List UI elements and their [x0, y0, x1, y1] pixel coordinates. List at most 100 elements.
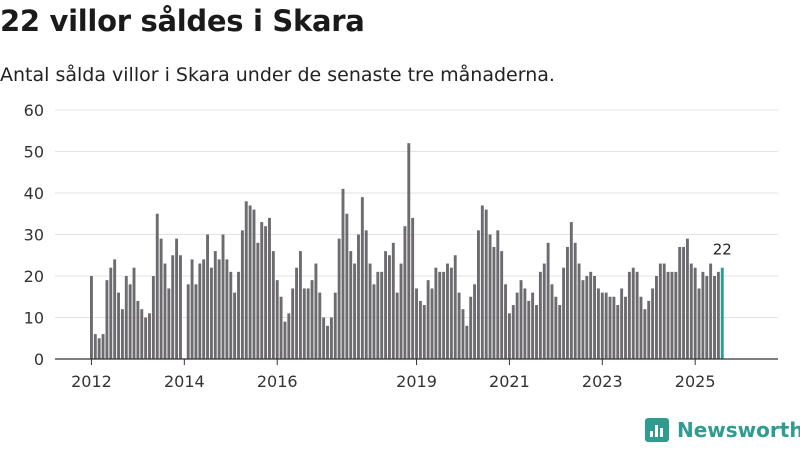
bar [186, 284, 190, 359]
bar [558, 305, 562, 359]
y-tick-label: 30 [24, 226, 44, 245]
bar [701, 271, 705, 359]
y-tick-label: 10 [24, 309, 44, 328]
bar [155, 213, 159, 359]
bar [233, 292, 237, 359]
bar [577, 263, 581, 359]
bar [480, 205, 484, 359]
bar [627, 271, 631, 359]
bar [515, 292, 519, 359]
bar [488, 234, 492, 359]
y-tick-label: 40 [24, 184, 44, 203]
bar [546, 242, 550, 359]
bar [353, 263, 357, 359]
bar [407, 143, 411, 359]
bar [213, 251, 217, 359]
bar [449, 267, 453, 359]
chart-subtitle: Antal sålda villor i Skara under de sena… [0, 64, 555, 86]
bar [720, 267, 724, 359]
bar [678, 246, 682, 359]
bar [209, 267, 213, 359]
bar [190, 259, 194, 359]
bar [380, 271, 384, 359]
bar [446, 263, 449, 359]
x-tick-label: 2012 [71, 372, 112, 391]
x-tick-label: 2023 [582, 372, 623, 391]
x-tick-label: 2016 [257, 372, 298, 391]
bar [403, 226, 407, 359]
bar [477, 230, 480, 359]
x-tick-label: 2025 [675, 372, 716, 391]
bar [484, 209, 488, 359]
bar [631, 267, 635, 359]
bar [399, 263, 403, 359]
bar [120, 309, 124, 359]
bar [616, 305, 620, 359]
bar [685, 238, 689, 359]
bar [295, 267, 299, 359]
chart-title: 22 villor såldes i Skara [0, 4, 365, 38]
bar [175, 238, 179, 359]
bar [387, 255, 391, 359]
y-tick-label: 50 [24, 143, 44, 162]
bar [194, 284, 198, 359]
bar [202, 259, 206, 359]
bar [198, 263, 202, 359]
bar [97, 338, 101, 359]
bar [453, 255, 457, 359]
bar [314, 263, 318, 359]
bar [705, 276, 709, 359]
bar [287, 313, 291, 359]
bar [326, 325, 329, 359]
bar [504, 284, 507, 359]
bar [430, 288, 434, 359]
bar [151, 276, 155, 359]
bar [426, 280, 430, 359]
bar [113, 259, 117, 359]
bar [391, 242, 395, 359]
bar [240, 230, 244, 359]
bar [128, 284, 132, 359]
bar [260, 222, 264, 359]
bar [206, 234, 209, 359]
bar [333, 292, 337, 359]
bar [465, 325, 469, 359]
bar [535, 305, 538, 359]
bar [275, 280, 279, 359]
bar [682, 246, 686, 359]
bar [395, 292, 399, 359]
bar [256, 242, 260, 359]
bar [492, 246, 496, 359]
bar [674, 271, 678, 359]
bar [171, 255, 175, 359]
bar [716, 271, 720, 359]
bar [411, 217, 415, 359]
bar [221, 234, 225, 359]
bar [519, 280, 523, 359]
bar [507, 313, 511, 359]
bar [167, 288, 171, 359]
bar [384, 251, 388, 359]
x-tick-label: 2021 [489, 372, 530, 391]
bar [554, 296, 558, 359]
bar [252, 209, 256, 359]
bar [569, 222, 573, 359]
bar [581, 280, 585, 359]
bar [562, 267, 566, 359]
bar [364, 230, 368, 359]
y-tick-label: 60 [24, 101, 44, 120]
y-tick-label: 0 [34, 350, 44, 369]
bar [473, 284, 477, 359]
bar [93, 334, 97, 359]
bar [124, 276, 128, 359]
bar [662, 263, 666, 359]
bar [140, 309, 144, 359]
bar [693, 267, 697, 359]
bar [101, 334, 105, 359]
bar [658, 263, 662, 359]
bar [345, 213, 349, 359]
y-tick-label: 20 [24, 267, 44, 286]
bar [372, 284, 376, 359]
bar [376, 271, 380, 359]
